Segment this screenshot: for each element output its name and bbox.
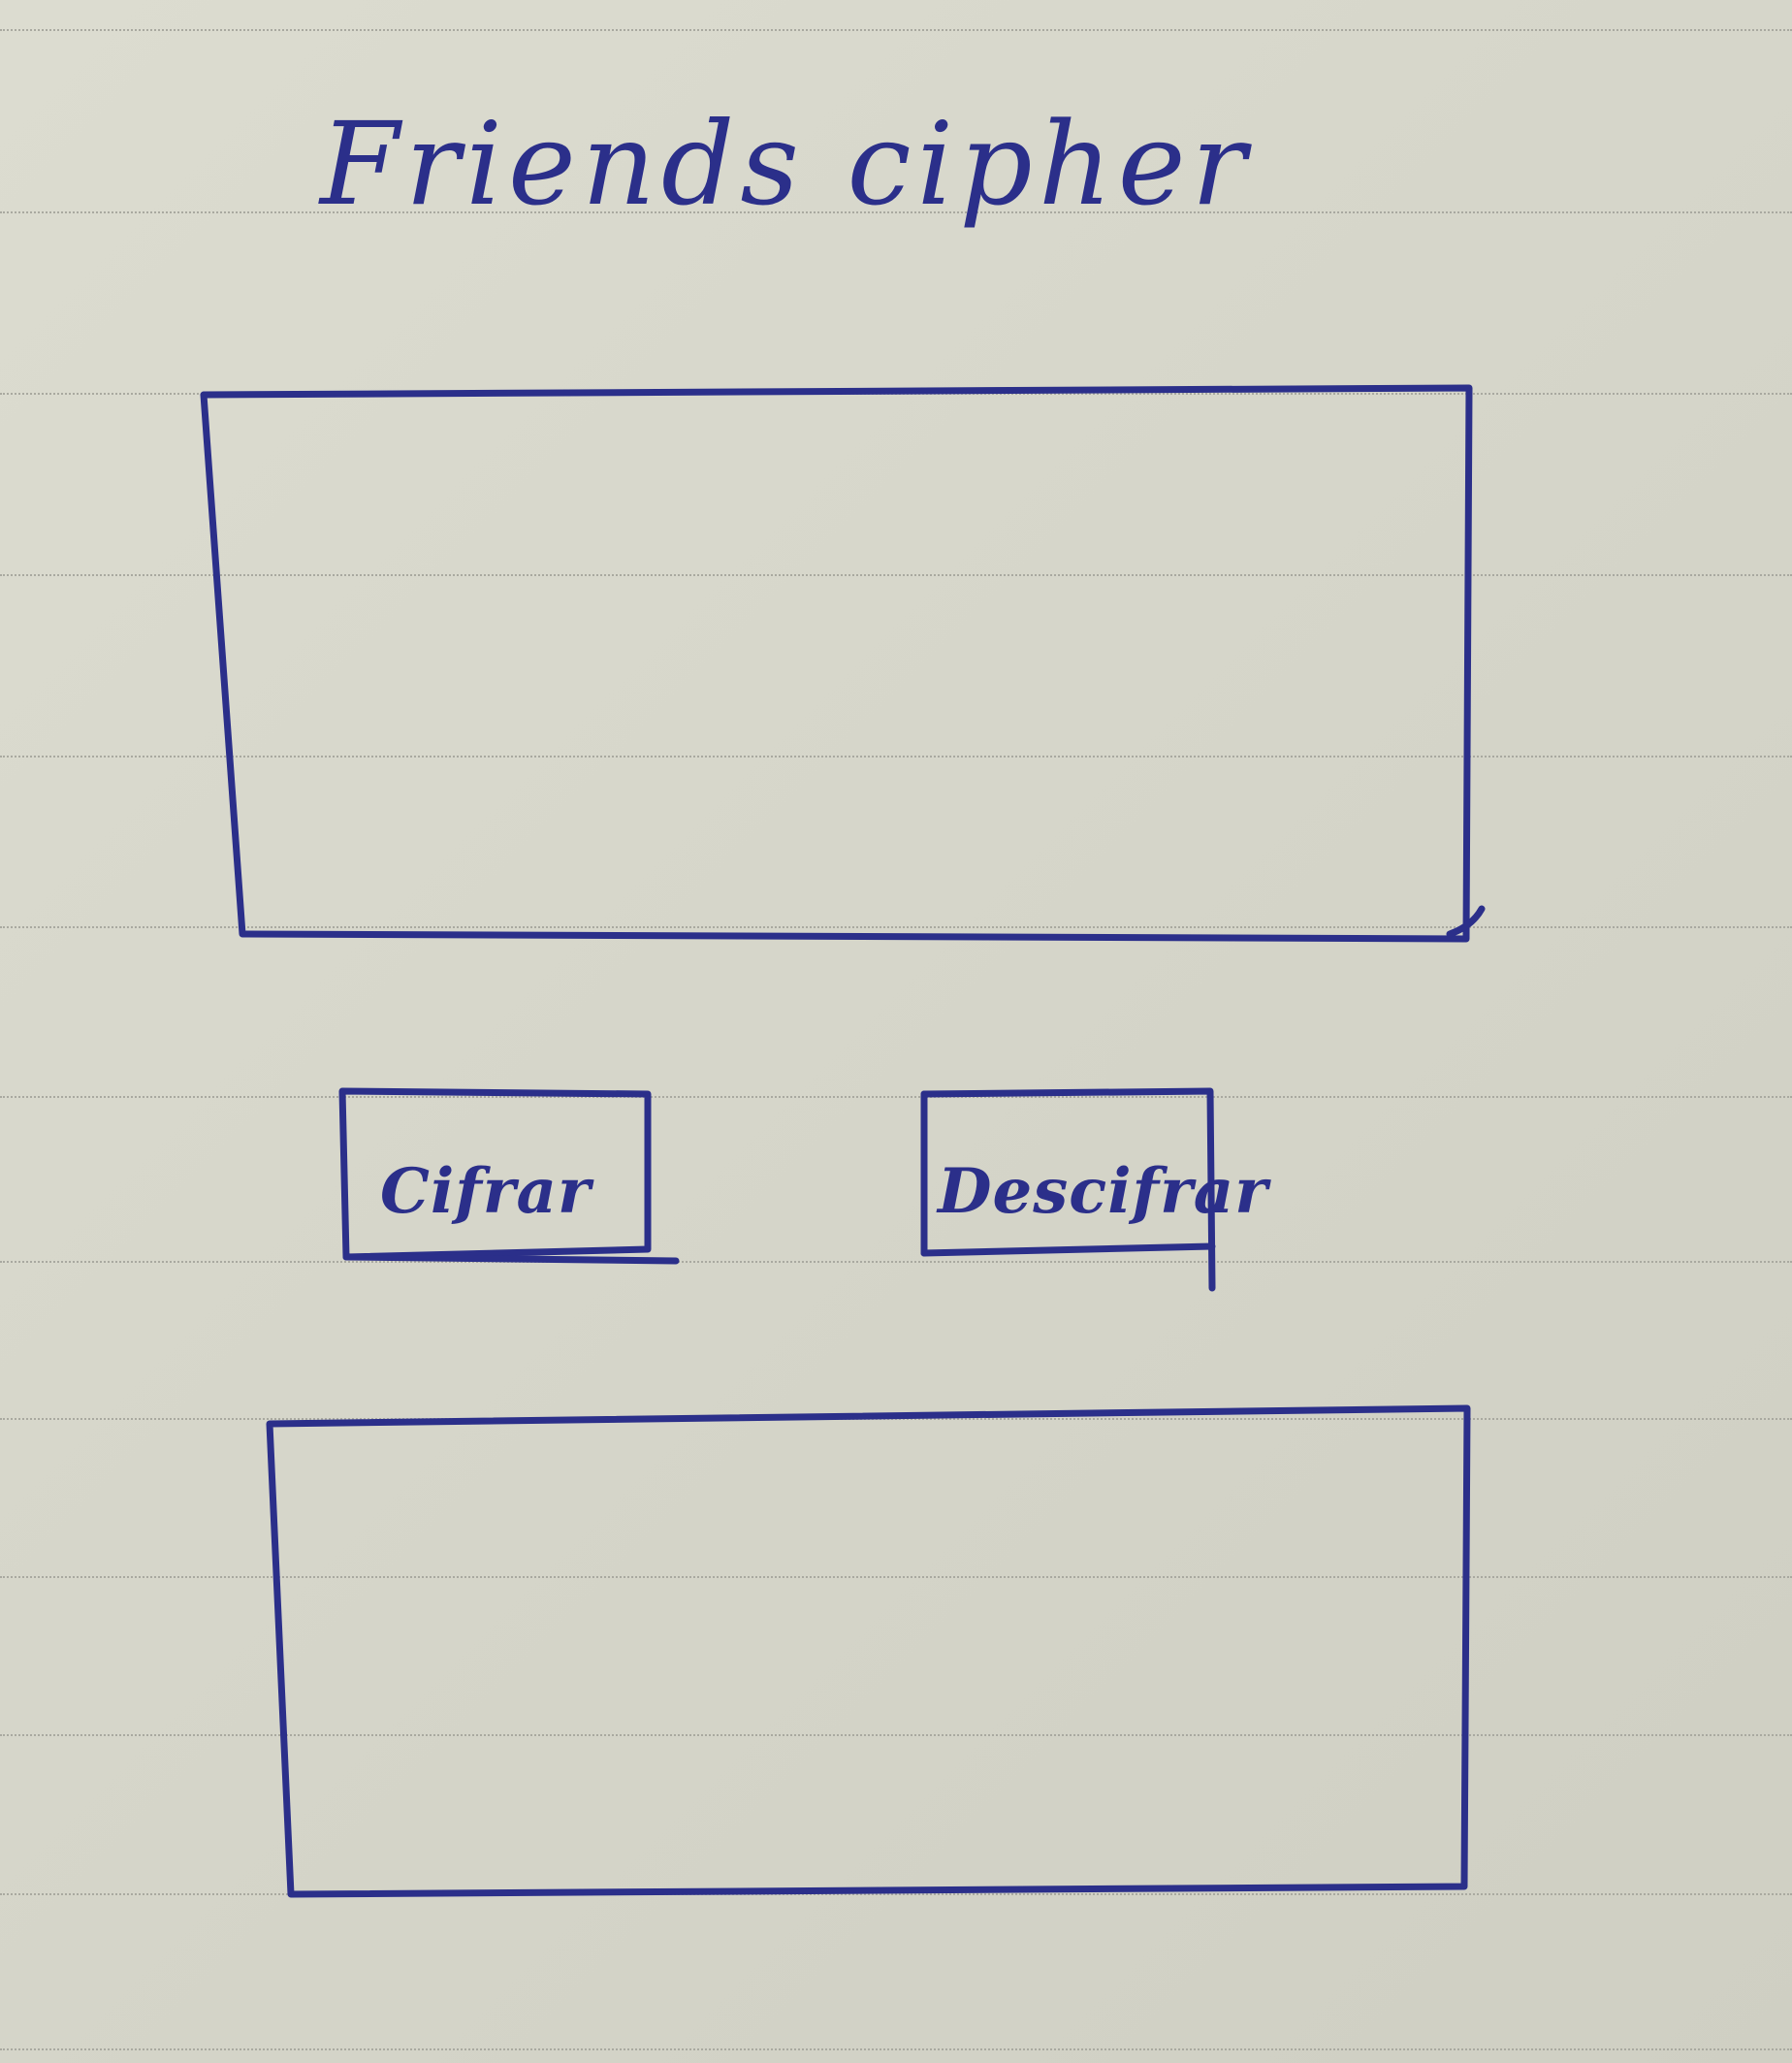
page-title: Friends cipher xyxy=(318,97,1253,231)
encrypt-button-label: Cifrar xyxy=(380,1155,594,1228)
ruled-line xyxy=(0,1261,1792,1263)
decrypt-button-label: Descifrar xyxy=(936,1155,1271,1228)
ruled-line xyxy=(0,1893,1792,1895)
ruled-line xyxy=(0,1576,1792,1578)
ruled-line xyxy=(0,211,1792,213)
ruled-line xyxy=(0,756,1792,758)
ruled-line xyxy=(0,29,1792,31)
ruled-line xyxy=(0,926,1792,928)
decrypt-button[interactable]: Descifrar xyxy=(920,1087,1271,1292)
input-text-area[interactable] xyxy=(200,384,1486,943)
ruled-line xyxy=(0,1096,1792,1098)
output-text-area[interactable] xyxy=(266,1404,1471,1898)
ruled-line xyxy=(0,1734,1792,1736)
ruled-line xyxy=(0,574,1792,576)
encrypt-button[interactable]: Cifrar xyxy=(338,1087,680,1265)
ruled-line xyxy=(0,2048,1792,2050)
